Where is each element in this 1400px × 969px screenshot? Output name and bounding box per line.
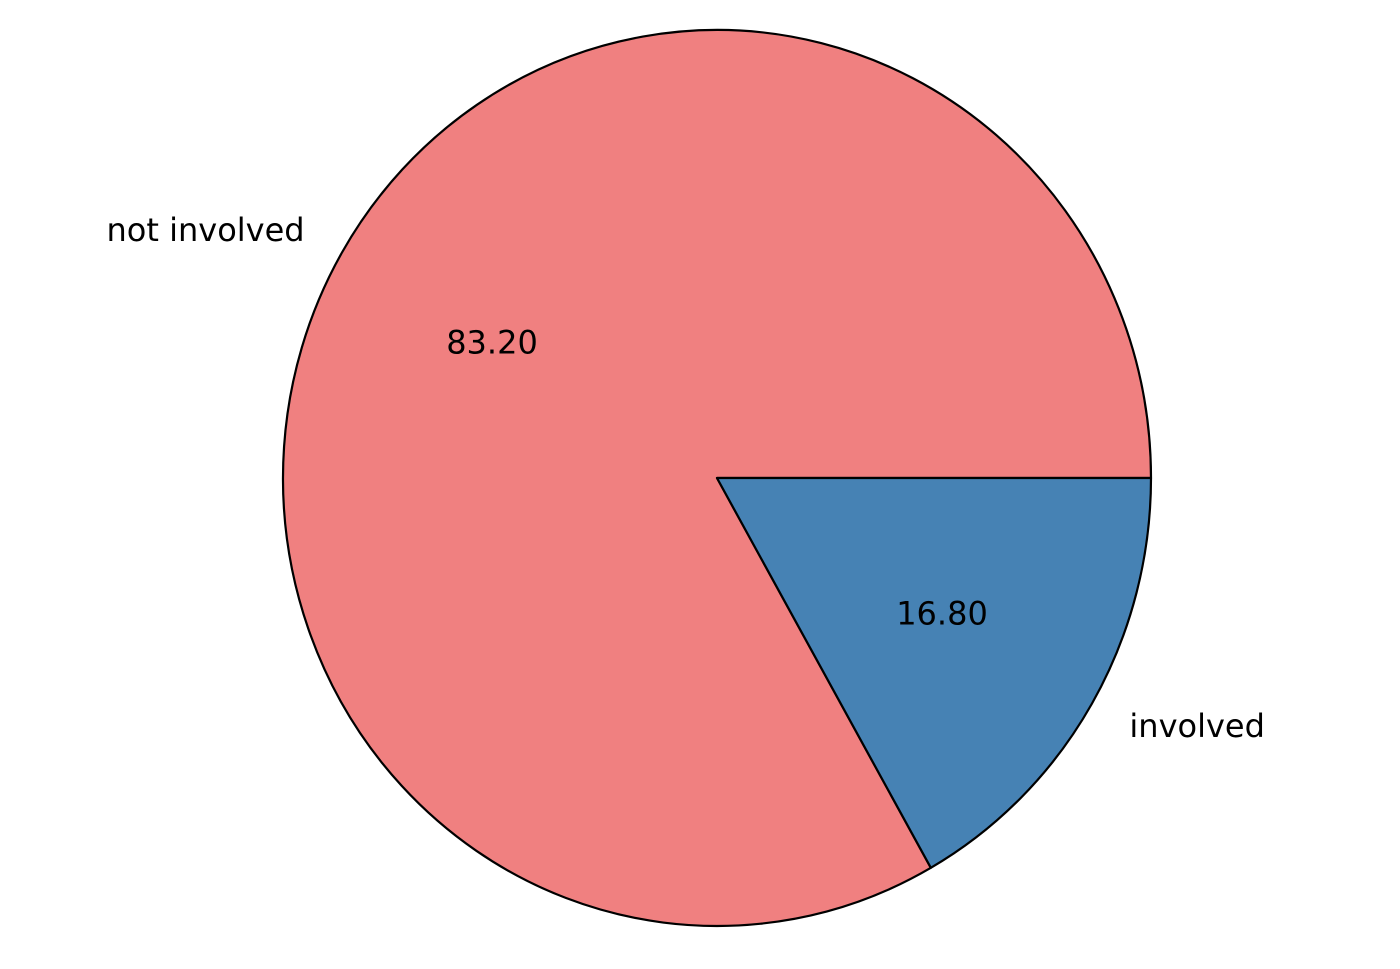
slice-label-not-involved: not involved bbox=[107, 211, 305, 249]
slice-value-not-involved: 83.20 bbox=[446, 324, 538, 362]
pie-slice-involved bbox=[715, 476, 1153, 869]
pie-slices bbox=[281, 28, 1153, 928]
slice-label-involved: involved bbox=[1129, 707, 1265, 745]
slice-value-involved: 16.80 bbox=[896, 594, 988, 632]
pie-labels: not involved 83.20 involved 16.80 bbox=[107, 211, 1265, 745]
